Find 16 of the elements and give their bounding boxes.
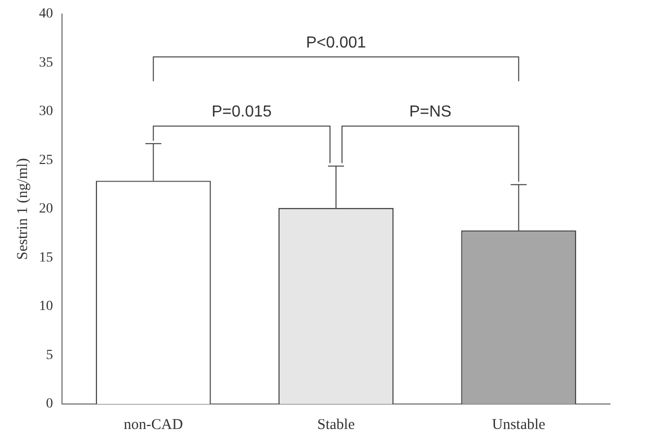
x-tick-label: non-CAD	[124, 416, 184, 433]
y-tick-label: 35	[39, 55, 53, 70]
annotation: P=NS	[409, 104, 452, 121]
y-tick-label: 10	[39, 299, 53, 314]
annotation: P=0.015	[212, 104, 272, 121]
x-tick-label: Unstable	[492, 416, 546, 433]
y-tick-label: 25	[39, 152, 53, 168]
y-tick-label: 15	[39, 250, 53, 266]
annotation: P<0.001	[306, 34, 366, 52]
y-tick-label: 5	[46, 348, 53, 363]
y-axis-title: Sestrin 1 (ng/ml)	[14, 158, 31, 260]
y-tick-label: 40	[39, 6, 53, 22]
y-tick-label: 20	[39, 202, 53, 217]
x-tick-label: Stable	[317, 416, 356, 433]
y-tick-label: 0	[46, 396, 53, 412]
y-tick-label: 30	[39, 104, 53, 120]
